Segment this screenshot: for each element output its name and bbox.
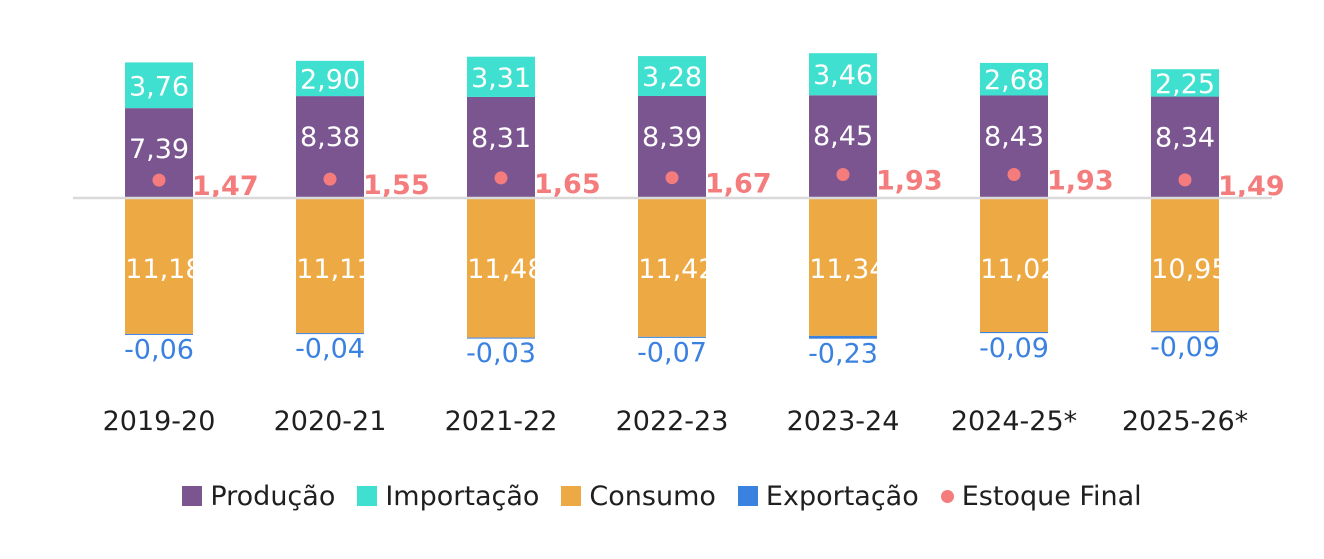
label-importacao: 2,90 xyxy=(300,64,360,95)
label-importacao: 3,28 xyxy=(642,62,702,93)
label-exportacao: -0,04 xyxy=(295,334,365,365)
category-label: 2023-24 xyxy=(787,406,900,437)
legend-label-importacao: Importação xyxy=(385,480,540,512)
legend-swatch-exportacao xyxy=(737,486,758,506)
label-consumo: -11,42 xyxy=(628,254,715,285)
label-importacao: 2,68 xyxy=(984,65,1044,96)
legend: Produção Importação Consumo Exportação E… xyxy=(0,476,1324,516)
point-estoque-final xyxy=(1178,173,1192,187)
point-estoque-final xyxy=(323,172,337,186)
category-label: 2022-23 xyxy=(616,406,729,437)
label-estoque-final: 1,49 xyxy=(1218,171,1285,202)
label-exportacao: -0,09 xyxy=(1150,332,1220,363)
label-importacao: 2,25 xyxy=(1155,69,1215,100)
label-estoque-final: 1,93 xyxy=(1047,166,1114,197)
label-producao: 8,38 xyxy=(300,122,360,153)
legend-label-estoque-final: Estoque Final xyxy=(961,480,1142,512)
label-exportacao: -0,03 xyxy=(466,338,536,369)
label-exportacao: -0,07 xyxy=(637,338,707,369)
legend-item-exportacao: Exportação xyxy=(737,480,919,512)
label-importacao: 3,46 xyxy=(813,60,873,91)
bar-exportacao xyxy=(125,333,193,335)
label-producao: 8,34 xyxy=(1155,123,1215,154)
legend-label-consumo: Consumo xyxy=(589,480,716,512)
label-consumo: -11,48 xyxy=(457,254,544,285)
label-estoque-final: 1,93 xyxy=(876,166,943,197)
point-estoque-final xyxy=(836,168,850,182)
point-estoque-final xyxy=(665,171,679,185)
bar-exportacao xyxy=(467,337,535,339)
bar-importacao xyxy=(980,62,1048,96)
label-producao: 8,43 xyxy=(984,121,1044,152)
label-producao: 8,31 xyxy=(471,123,531,154)
bar-consumo xyxy=(980,198,1048,333)
bar-exportacao xyxy=(296,333,364,335)
bar-exportacao xyxy=(638,336,706,338)
category-label: 2019-20 xyxy=(103,406,216,437)
bar-consumo xyxy=(296,198,364,334)
label-importacao: 3,76 xyxy=(129,71,189,102)
legend-swatch-estoque-final xyxy=(940,489,954,503)
bar-exportacao xyxy=(809,335,877,339)
bar-consumo xyxy=(467,198,535,338)
label-exportacao: -0,23 xyxy=(808,339,878,370)
chart-svg: 3,767,39-11,18-0,061,472019-202,908,38-1… xyxy=(73,53,1285,437)
label-estoque-final: 1,67 xyxy=(705,169,772,200)
label-exportacao: -0,06 xyxy=(124,335,194,366)
bar-consumo xyxy=(125,198,193,334)
legend-label-exportacao: Exportação xyxy=(765,480,919,512)
bar-exportacao xyxy=(1151,331,1219,333)
label-estoque-final: 1,65 xyxy=(534,169,601,200)
legend-item-importacao: Importação xyxy=(357,481,539,512)
point-estoque-final xyxy=(152,173,166,187)
label-consumo: -11,11 xyxy=(286,254,373,285)
label-consumo: -10,95 xyxy=(1141,254,1228,285)
legend-swatch-producao xyxy=(182,486,203,506)
label-consumo: -11,34 xyxy=(799,254,886,285)
legend-swatch-consumo xyxy=(561,486,582,506)
point-estoque-final xyxy=(1007,168,1021,182)
bar-exportacao xyxy=(980,332,1048,334)
bar-consumo xyxy=(638,198,706,337)
label-producao: 8,45 xyxy=(813,121,873,152)
bar-consumo xyxy=(1151,198,1219,332)
bar-importacao xyxy=(1151,69,1219,97)
legend-label-producao: Produção xyxy=(210,480,336,512)
label-producao: 7,39 xyxy=(129,134,189,165)
bar-importacao xyxy=(809,53,877,96)
legend-item-consumo: Consumo xyxy=(561,480,716,512)
bar-importacao xyxy=(467,56,535,97)
label-importacao: 3,31 xyxy=(471,63,531,94)
label-producao: 8,39 xyxy=(642,122,702,153)
legend-item-producao: Produção xyxy=(182,481,335,512)
category-label: 2024-25* xyxy=(951,406,1077,437)
bar-importacao xyxy=(638,56,706,96)
category-label: 2025-26* xyxy=(1122,406,1248,437)
label-consumo: -11,02 xyxy=(970,254,1057,285)
category-label: 2021-22 xyxy=(445,406,558,437)
label-estoque-final: 1,55 xyxy=(363,170,430,201)
legend-item-estoque-final: Estoque Final xyxy=(940,480,1142,512)
bar-importacao xyxy=(296,60,364,97)
point-estoque-final xyxy=(494,171,508,185)
legend-swatch-importacao xyxy=(357,486,378,506)
label-consumo: -11,18 xyxy=(115,254,202,285)
category-label: 2020-21 xyxy=(274,406,387,437)
bar-importacao xyxy=(125,62,193,109)
bar-consumo xyxy=(809,198,877,336)
label-exportacao: -0,09 xyxy=(979,333,1049,364)
